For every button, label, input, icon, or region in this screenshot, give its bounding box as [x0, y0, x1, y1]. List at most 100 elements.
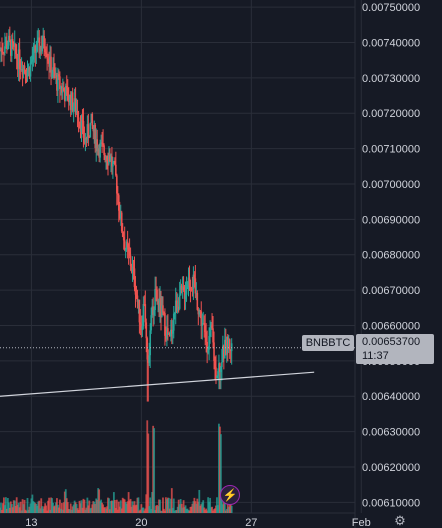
candle-body: [164, 313, 166, 336]
volume-bar: [184, 505, 187, 513]
candle-body: [175, 300, 178, 312]
candle-body: [140, 324, 143, 330]
candle-body: [172, 313, 175, 331]
candle-body: [146, 338, 149, 360]
candle-body: [119, 212, 122, 219]
candle-body: [51, 74, 53, 77]
volume-bar: [76, 508, 79, 513]
candle-body: [148, 355, 151, 363]
volume-bar: [138, 510, 141, 513]
y-tick-label: 0.00750000: [362, 2, 420, 14]
candle-body: [150, 315, 152, 331]
volume-bar: [158, 499, 160, 513]
candle-body: [211, 324, 213, 329]
candle-body: [96, 139, 98, 152]
y-tick-label: 0.00720000: [362, 108, 420, 120]
candle-body: [103, 145, 105, 155]
volume-bar: [218, 423, 220, 513]
candle-body: [167, 328, 169, 335]
volume-bar: [3, 497, 5, 513]
candle-body: [220, 366, 222, 373]
candle-body: [36, 40, 39, 52]
lightning-icon[interactable]: ⚡: [220, 485, 240, 505]
trend-line[interactable]: [0, 371, 315, 397]
volume-bar: [89, 508, 92, 513]
volume-bar: [214, 508, 216, 513]
volume-bar: [213, 509, 215, 513]
candle-body: [171, 329, 173, 334]
candle-body: [67, 100, 70, 103]
x-tick-label: 13: [25, 517, 37, 528]
volume-bar: [177, 499, 180, 513]
volume-bar: [104, 507, 106, 513]
volume-bar: [201, 502, 204, 513]
candle-body: [165, 335, 167, 339]
candle-body: [105, 156, 107, 160]
volume-bar: [132, 505, 135, 513]
candle-body: [4, 46, 6, 53]
y-tick-label: 0.00730000: [362, 73, 420, 85]
candle-body: [45, 52, 47, 54]
candle-body: [230, 343, 233, 352]
volume-bar: [140, 504, 143, 513]
volume-bar: [71, 506, 74, 513]
volume-bar: [135, 504, 138, 513]
candle-body: [68, 94, 71, 103]
candle-body: [200, 311, 203, 326]
volume-bar: [88, 500, 91, 513]
candle-body: [18, 49, 21, 69]
volume-bar: [83, 499, 86, 513]
volume-bar: [43, 506, 46, 513]
volume-bar: [160, 510, 162, 513]
volume-bar: [13, 500, 16, 513]
candle-body: [101, 142, 103, 144]
volume-bar: [228, 501, 231, 513]
volume-bar: [58, 507, 60, 513]
candle-body: [192, 274, 195, 290]
candle-body: [34, 45, 37, 53]
candle-body: [147, 359, 150, 363]
candle-body: [183, 290, 186, 300]
candle-body: [52, 67, 54, 75]
candle-body: [63, 91, 66, 102]
volume-bar: [144, 508, 147, 513]
volume-bar: [194, 501, 197, 513]
candle-body: [0, 48, 2, 50]
candle-body: [91, 113, 94, 126]
candle-body: [28, 67, 31, 77]
volume-bar: [7, 502, 10, 513]
candle-body: [61, 86, 63, 93]
volume-bar: [35, 503, 38, 513]
volume-bar: [67, 508, 70, 513]
candle-body: [87, 124, 90, 138]
candle-body: [81, 120, 84, 122]
volume-bar: [207, 497, 210, 513]
volume-bar: [200, 504, 203, 513]
settings-gear-icon[interactable]: ⚙: [394, 513, 406, 528]
candle-body: [177, 306, 180, 309]
volume-bar: [18, 507, 21, 513]
candle-body: [199, 310, 202, 312]
candle-body: [38, 37, 41, 54]
volume-bar: [202, 500, 205, 513]
volume-bar: [121, 497, 124, 513]
candle-body: [157, 300, 159, 302]
candle-body: [178, 295, 181, 309]
candle-body: [186, 287, 189, 289]
volume-bar: [107, 497, 109, 513]
candle-body: [196, 292, 199, 310]
volume-bar: [151, 491, 154, 513]
candle-body: [166, 328, 168, 339]
candle-body: [170, 329, 172, 337]
volume-bar: [115, 499, 118, 513]
candle-body: [185, 288, 188, 295]
volume-bar: [49, 509, 51, 513]
candle-body: [108, 155, 110, 164]
candle-body: [213, 342, 215, 361]
candle-body: [58, 74, 60, 77]
volume-bar: [99, 501, 102, 513]
volume-bar: [58, 499, 61, 513]
volume-bar: [217, 505, 219, 513]
volume-bar: [33, 502, 36, 513]
